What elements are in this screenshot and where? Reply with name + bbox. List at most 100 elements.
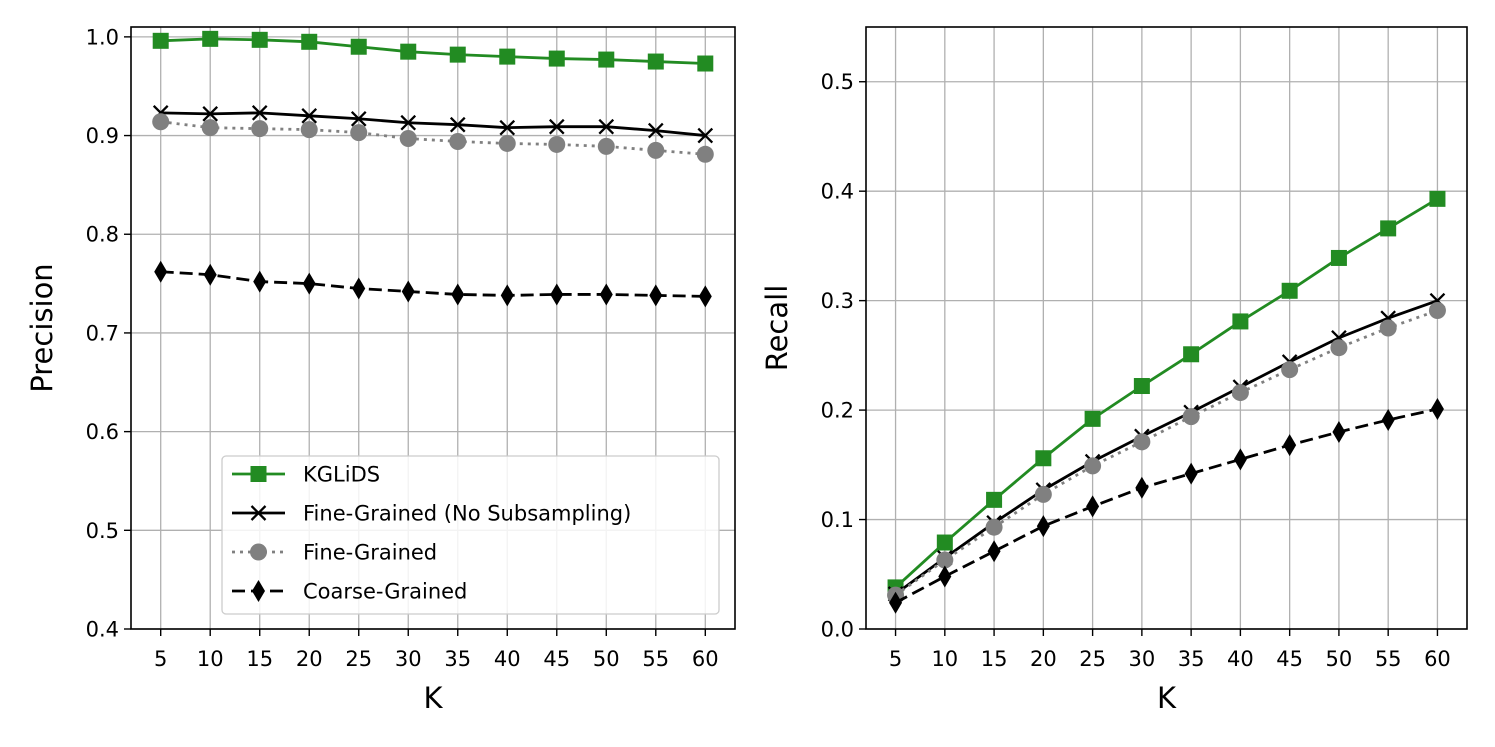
x-tick-label: 35 bbox=[1178, 647, 1205, 671]
x-tick-label: 60 bbox=[1424, 647, 1451, 671]
series-kglids bbox=[887, 190, 1446, 596]
legend-label: Fine-Grained (No Subsampling) bbox=[303, 502, 631, 526]
data-point bbox=[1281, 282, 1298, 299]
legend-box bbox=[221, 455, 720, 615]
data-point bbox=[202, 30, 219, 47]
data-point bbox=[301, 33, 318, 50]
data-point bbox=[548, 135, 566, 153]
series-line bbox=[894, 197, 1439, 589]
data-point bbox=[202, 106, 219, 122]
x-tick-label: 20 bbox=[296, 647, 323, 671]
y-tick-label: 0.5 bbox=[821, 70, 854, 94]
x-tick-label: 50 bbox=[1326, 647, 1353, 671]
data-point bbox=[203, 263, 217, 286]
data-point bbox=[1036, 515, 1050, 538]
data-point bbox=[599, 283, 613, 306]
data-point bbox=[302, 272, 316, 295]
x-tick-label: 35 bbox=[444, 647, 471, 671]
series-line bbox=[160, 120, 706, 156]
data-point bbox=[1281, 361, 1299, 379]
data-point bbox=[1133, 378, 1150, 395]
y-tick-label: 0.4 bbox=[821, 180, 854, 204]
x-tick-label: 45 bbox=[543, 647, 570, 671]
data-point bbox=[1233, 448, 1247, 471]
data-point bbox=[698, 285, 712, 308]
x-tick-label: 5 bbox=[154, 647, 167, 671]
data-point bbox=[1379, 319, 1397, 337]
data-point bbox=[498, 134, 516, 152]
legend-item: Fine-Grained (No Subsampling) bbox=[232, 502, 631, 526]
grid bbox=[866, 27, 1467, 630]
legend-marker bbox=[252, 580, 265, 602]
legend: KGLiDS Fine-Grained (No Subsampling) Fine-… bbox=[221, 455, 720, 615]
data-point bbox=[1283, 434, 1297, 457]
series-coarse-grained bbox=[889, 397, 1444, 614]
data-point bbox=[598, 118, 615, 135]
y-axis-label: Precision bbox=[25, 263, 59, 392]
data-point bbox=[598, 51, 615, 68]
y-tick-label: 0.5 bbox=[86, 519, 119, 543]
series-fine-grained bbox=[887, 301, 1446, 604]
x-tick-label: 55 bbox=[1375, 647, 1402, 671]
data-point bbox=[1380, 220, 1397, 237]
data-point bbox=[152, 113, 170, 131]
series-line bbox=[160, 37, 706, 65]
data-point bbox=[1330, 339, 1348, 357]
data-point bbox=[548, 50, 565, 67]
data-point bbox=[152, 32, 169, 49]
axes-frame bbox=[130, 26, 736, 630]
series-line bbox=[894, 309, 1438, 597]
data-point bbox=[499, 119, 516, 136]
data-point bbox=[647, 141, 665, 159]
data-point bbox=[1135, 476, 1149, 499]
series-line bbox=[160, 111, 706, 137]
data-point bbox=[1428, 301, 1446, 319]
data-point bbox=[1035, 450, 1052, 467]
data-point bbox=[400, 114, 417, 131]
data-point bbox=[449, 116, 466, 133]
data-point bbox=[154, 260, 168, 283]
y-tick-label: 1.0 bbox=[86, 25, 119, 49]
data-point bbox=[449, 46, 466, 63]
chart-panel-2: 5 10 15 20 25 30 35 40 45 50 55 60 0.0 0.1 0.2 0.3 0.4 0.… bbox=[760, 26, 1468, 715]
data-point bbox=[1086, 495, 1100, 518]
x-tick-label: 45 bbox=[1276, 647, 1303, 671]
legend-label: KGLiDS bbox=[303, 463, 380, 487]
data-point bbox=[1232, 313, 1249, 330]
data-point bbox=[251, 105, 268, 121]
legend-marker bbox=[250, 466, 267, 482]
data-point bbox=[499, 48, 516, 65]
data-point bbox=[649, 284, 663, 307]
data-point bbox=[550, 283, 564, 306]
legend-marker bbox=[250, 543, 267, 561]
data-point bbox=[1182, 408, 1200, 426]
x-tick-label: 15 bbox=[246, 647, 273, 671]
data-point bbox=[1381, 408, 1395, 431]
data-point bbox=[352, 277, 366, 300]
ticks: 5 10 15 20 25 30 35 40 45 50 55 60 0.4 0.5 0.6 0.7 0.8 0.… bbox=[86, 25, 719, 671]
data-point bbox=[938, 565, 952, 588]
data-point bbox=[1429, 190, 1446, 207]
ticks: 5 10 15 20 25 30 35 40 45 50 55 60 0.0 0.1 0.2 0.3 0.4 0.… bbox=[821, 70, 1451, 671]
x-tick-label: 40 bbox=[1227, 647, 1254, 671]
x-tick-label: 5 bbox=[889, 647, 902, 671]
data-point bbox=[1183, 346, 1200, 363]
legend-item: Coarse-Grained bbox=[232, 580, 467, 604]
data-point bbox=[401, 280, 415, 303]
x-tick-label: 25 bbox=[345, 647, 372, 671]
data-point bbox=[696, 145, 714, 163]
data-point bbox=[399, 130, 417, 148]
data-point bbox=[350, 124, 368, 142]
y-tick-label: 0.0 bbox=[821, 618, 854, 642]
legend-item: Fine-Grained bbox=[232, 541, 437, 565]
data-point bbox=[300, 121, 318, 139]
data-point bbox=[251, 31, 268, 48]
data-point bbox=[597, 137, 615, 155]
data-point bbox=[647, 53, 664, 70]
y-tick-label: 0.4 bbox=[86, 618, 119, 642]
x-tick-label: 30 bbox=[395, 647, 422, 671]
data-point bbox=[500, 284, 514, 307]
data-point bbox=[1332, 420, 1346, 443]
y-tick-label: 0.7 bbox=[86, 321, 119, 345]
